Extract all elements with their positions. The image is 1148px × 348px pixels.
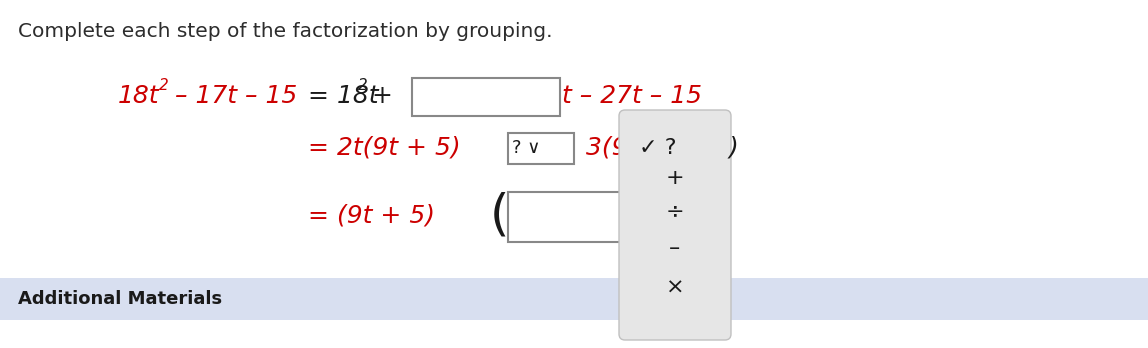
Text: ? ∨: ? ∨ bbox=[512, 139, 541, 157]
Text: 18t: 18t bbox=[118, 84, 160, 108]
Text: ×: × bbox=[666, 278, 684, 298]
Text: +: + bbox=[666, 168, 684, 188]
Text: –: – bbox=[669, 238, 681, 258]
Text: = (9t + 5): = (9t + 5) bbox=[308, 203, 435, 227]
Text: ÷: ÷ bbox=[666, 201, 684, 221]
FancyBboxPatch shape bbox=[509, 192, 625, 242]
Text: Additional Materials: Additional Materials bbox=[18, 290, 222, 308]
Text: = 2t(9t + 5): = 2t(9t + 5) bbox=[308, 136, 460, 160]
Text: +: + bbox=[364, 84, 393, 108]
Text: 2: 2 bbox=[358, 79, 367, 94]
Text: 3(9: 3(9 bbox=[577, 136, 628, 160]
Text: ✓ ?: ✓ ? bbox=[639, 138, 676, 158]
FancyBboxPatch shape bbox=[0, 278, 1148, 320]
Text: – 17t – 15: – 17t – 15 bbox=[166, 84, 297, 108]
Text: (: ( bbox=[490, 191, 510, 239]
FancyBboxPatch shape bbox=[509, 133, 574, 164]
Text: = 18t: = 18t bbox=[308, 84, 379, 108]
FancyBboxPatch shape bbox=[619, 110, 731, 340]
Text: ): ) bbox=[729, 136, 739, 160]
FancyBboxPatch shape bbox=[412, 78, 560, 116]
Text: Complete each step of the factorization by grouping.: Complete each step of the factorization … bbox=[18, 22, 552, 41]
Text: t – 27t – 15: t – 27t – 15 bbox=[563, 84, 701, 108]
Text: 2: 2 bbox=[160, 79, 169, 94]
